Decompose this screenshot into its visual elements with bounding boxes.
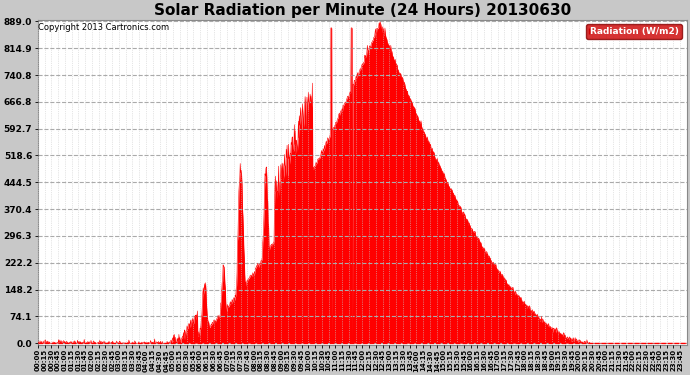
- Text: Copyright 2013 Cartronics.com: Copyright 2013 Cartronics.com: [39, 23, 170, 32]
- Legend: Radiation (W/m2): Radiation (W/m2): [586, 24, 682, 39]
- Title: Solar Radiation per Minute (24 Hours) 20130630: Solar Radiation per Minute (24 Hours) 20…: [154, 3, 571, 18]
